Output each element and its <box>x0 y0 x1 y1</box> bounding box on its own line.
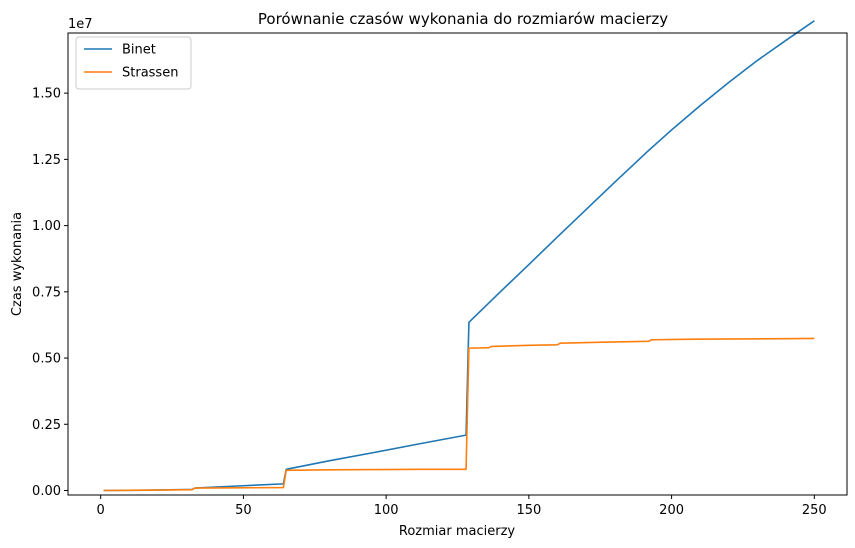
legend-label-strassen: Strassen <box>122 66 178 81</box>
x-axis-label: Rozmiar macierzy <box>399 524 516 539</box>
legend-label-binet: Binet <box>122 43 156 58</box>
x-axis: 0 50 100 150 200 250 <box>97 495 827 518</box>
y-tick-label: 1.50 <box>32 87 61 102</box>
x-tick-label: 50 <box>235 503 252 518</box>
y-axis-label: Czas wykonania <box>10 212 25 316</box>
x-tick-label: 150 <box>516 503 541 518</box>
y-tick-label: 0.00 <box>32 484 61 499</box>
y-axis: 0.00 0.25 0.50 0.75 1.00 1.25 1.50 <box>32 87 68 499</box>
chart-title: Porównanie czasów wykonania do rozmiarów… <box>258 10 668 28</box>
x-tick-label: 100 <box>374 503 399 518</box>
legend-frame <box>75 36 192 90</box>
y-tick-label: 1.00 <box>32 219 61 234</box>
x-tick-label: 0 <box>97 503 105 518</box>
plot-frame <box>67 32 848 496</box>
series-line-binet <box>103 20 815 492</box>
x-tick-label: 200 <box>659 503 684 518</box>
y-tick-label: 1.25 <box>32 153 61 168</box>
plot-lines <box>103 20 815 492</box>
x-tick-label: 250 <box>802 503 827 518</box>
legend: Binet Strassen <box>75 36 192 90</box>
y-tick-label: 0.50 <box>32 352 61 367</box>
y-offset-label: 1e7 <box>68 17 93 32</box>
y-tick-label: 0.25 <box>32 418 61 433</box>
y-tick-label: 0.75 <box>32 285 61 300</box>
series-line-strassen <box>103 337 815 492</box>
